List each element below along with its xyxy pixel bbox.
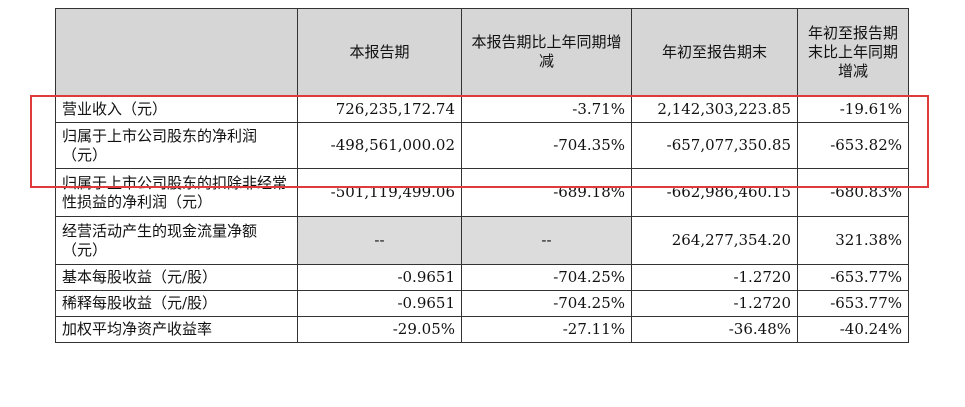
row-label: 归属于上市公司股东的扣除非经常性损益的净利润（元）	[55, 168, 298, 217]
header-current-period: 本报告期	[297, 8, 462, 96]
cell-yoy: -704.35%	[461, 122, 632, 169]
cell-current: -0.9651	[297, 264, 462, 291]
cell-ytd: -1.2720	[631, 290, 798, 317]
row-label: 加权平均净资产收益率	[55, 316, 298, 343]
cell-ytd: -662,986,460.15	[631, 168, 798, 217]
table-row: 基本每股收益（元/股） -0.9651 -704.25% -1.2720 -65…	[55, 264, 909, 291]
cell-ytd-yoy: -680.83%	[797, 168, 909, 217]
table-row: 营业收入（元） 726,235,172.74 -3.71% 2,142,303,…	[55, 95, 909, 123]
cell-ytd-yoy: -653.77%	[797, 290, 909, 317]
cell-ytd: -36.48%	[631, 316, 798, 343]
cell-current: -0.9651	[297, 290, 462, 317]
cell-current: --	[297, 216, 462, 265]
table-row: 归属于上市公司股东的扣除非经常性损益的净利润（元） -501,119,499.0…	[55, 168, 909, 217]
cell-ytd-yoy: -653.82%	[797, 122, 909, 169]
cell-yoy: -704.25%	[461, 290, 632, 317]
cell-current: 726,235,172.74	[297, 95, 462, 123]
row-label: 稀释每股收益（元/股）	[55, 290, 298, 317]
row-label: 营业收入（元）	[55, 95, 298, 123]
cell-ytd-yoy: -653.77%	[797, 264, 909, 291]
cell-yoy: -3.71%	[461, 95, 632, 123]
header-current-period-yoy: 本报告期比上年同期增减	[461, 8, 632, 96]
cell-ytd: 264,277,354.20	[631, 216, 798, 265]
cell-ytd-yoy: -19.61%	[797, 95, 909, 123]
cell-ytd-yoy: 321.38%	[797, 216, 909, 265]
table-row: 经营活动产生的现金流量净额（元） -- -- 264,277,354.20 32…	[55, 216, 909, 265]
cell-current: -498,561,000.02	[297, 122, 462, 169]
cell-current: -29.05%	[297, 316, 462, 343]
header-cell-empty	[55, 8, 298, 96]
cell-current: -501,119,499.06	[297, 168, 462, 217]
cell-ytd-yoy: -40.24%	[797, 316, 909, 343]
financial-table: 本报告期 本报告期比上年同期增减 年初至报告期末 年初至报告期末比上年同期增减 …	[55, 8, 909, 343]
cell-yoy: -689.18%	[461, 168, 632, 217]
table-row: 稀释每股收益（元/股） -0.9651 -704.25% -1.2720 -65…	[55, 290, 909, 317]
cell-ytd: -1.2720	[631, 264, 798, 291]
table-row: 加权平均净资产收益率 -29.05% -27.11% -36.48% -40.2…	[55, 316, 909, 343]
row-label: 基本每股收益（元/股）	[55, 264, 298, 291]
header-ytd: 年初至报告期末	[631, 8, 798, 96]
cell-ytd: -657,077,350.85	[631, 122, 798, 169]
cell-yoy: -27.11%	[461, 316, 632, 343]
table-row: 归属于上市公司股东的净利润（元） -498,561,000.02 -704.35…	[55, 122, 909, 169]
cell-ytd: 2,142,303,223.85	[631, 95, 798, 123]
cell-yoy: -704.25%	[461, 264, 632, 291]
cell-yoy: --	[461, 216, 632, 265]
row-label: 归属于上市公司股东的净利润（元）	[55, 122, 298, 169]
row-label: 经营活动产生的现金流量净额（元）	[55, 216, 298, 265]
header-ytd-yoy: 年初至报告期末比上年同期增减	[797, 8, 909, 96]
header-row: 本报告期 本报告期比上年同期增减 年初至报告期末 年初至报告期末比上年同期增减	[55, 8, 909, 96]
